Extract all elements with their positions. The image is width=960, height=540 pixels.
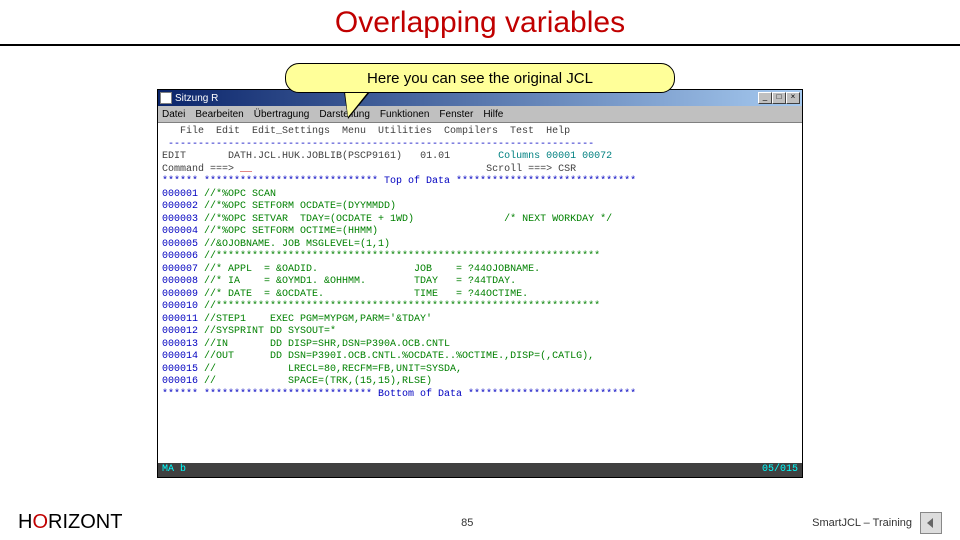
close-button[interactable]: × — [786, 92, 800, 104]
callout-bubble: Here you can see the original JCL — [285, 63, 675, 93]
minimize-button[interactable]: _ — [758, 92, 772, 104]
terminal-body: File Edit Edit_Settings Menu Utilities C… — [158, 122, 802, 463]
slide-footer: HORIZONT 85 SmartJCL – Training — [0, 511, 960, 540]
title-rule — [0, 44, 960, 46]
callout-tail — [345, 92, 368, 117]
maximize-button[interactable]: □ — [772, 92, 786, 104]
menu-uebertragung[interactable]: Übertragung — [254, 109, 310, 120]
status-left: MA b — [162, 463, 186, 477]
menu-funktionen[interactable]: Funktionen — [380, 109, 429, 120]
window-title: Sitzung R — [175, 93, 758, 104]
menu-bearbeiten[interactable]: Bearbeiten — [195, 109, 243, 120]
terminal-window: Sitzung R _ □ × Datei Bearbeiten Übertra… — [157, 89, 803, 478]
page-number: 85 — [122, 517, 812, 529]
menu-hilfe[interactable]: Hilfe — [483, 109, 503, 120]
menu-datei[interactable]: Datei — [162, 109, 185, 120]
status-right: 05/015 — [762, 463, 798, 477]
course-name: SmartJCL – Training — [812, 517, 912, 529]
callout-text: Here you can see the original JCL — [367, 70, 593, 87]
prev-slide-button[interactable] — [920, 512, 942, 534]
brand-logo: HORIZONT — [18, 511, 122, 534]
chevron-left-icon — [925, 518, 937, 528]
window-menubar: Datei Bearbeiten Übertragung Darstellung… — [158, 106, 802, 122]
app-icon — [160, 92, 172, 104]
slide-title: Overlapping variables — [0, 0, 960, 44]
terminal-statusbar: MA b 05/015 — [158, 463, 802, 477]
menu-fenster[interactable]: Fenster — [439, 109, 473, 120]
